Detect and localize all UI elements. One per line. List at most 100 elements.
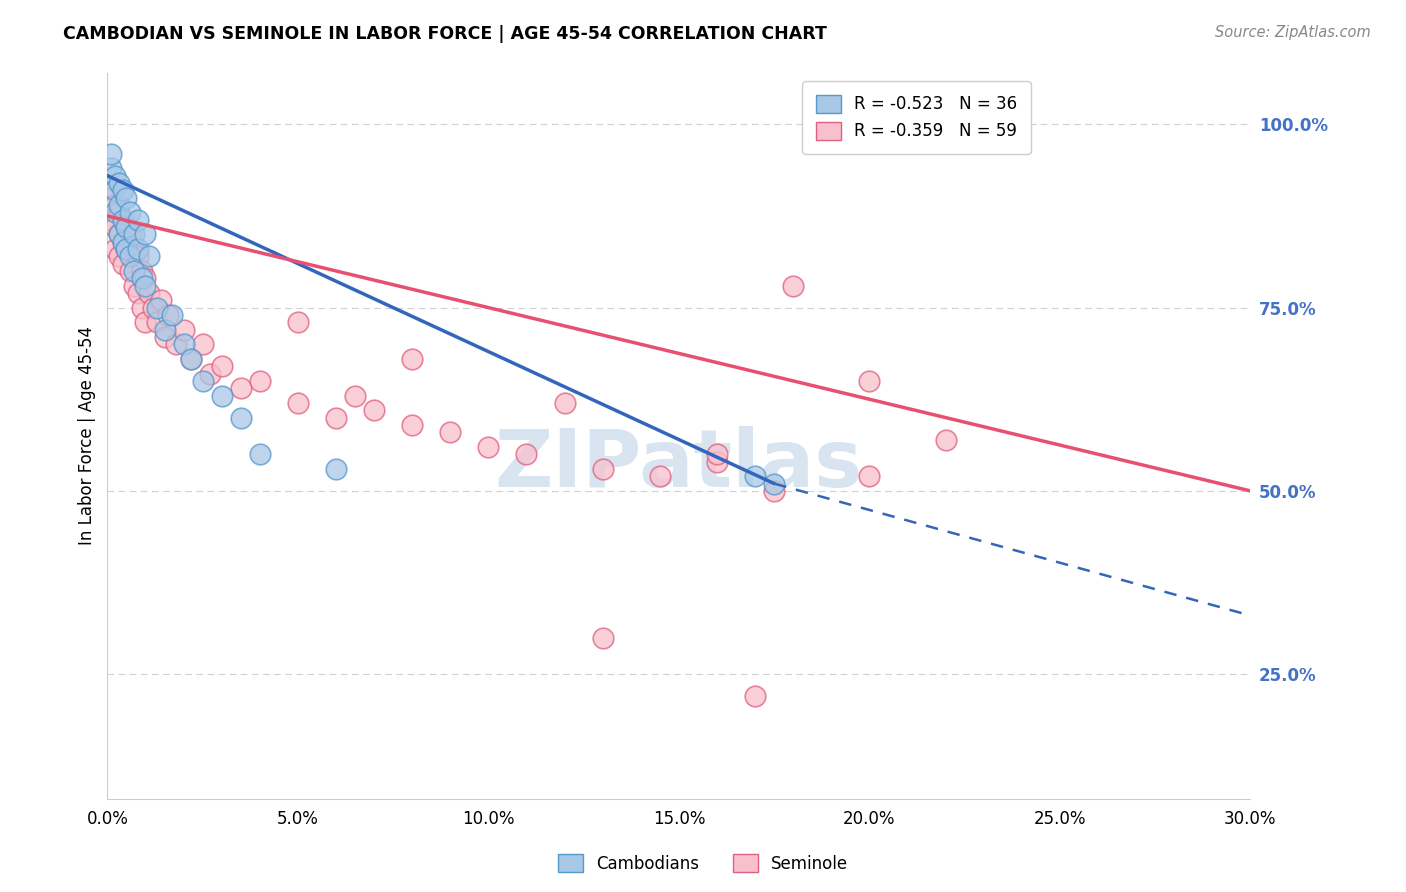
Point: [191, 374, 214, 388]
Point: [173, 322, 195, 336]
Point: [131, 271, 153, 285]
Point: [120, 227, 142, 242]
Point: [592, 462, 614, 476]
Point: [287, 396, 309, 410]
Point: [115, 242, 138, 256]
Point: [134, 227, 156, 242]
Point: [287, 315, 309, 329]
Point: [111, 235, 134, 249]
Point: [706, 454, 728, 468]
Point: [111, 212, 134, 227]
Point: [122, 242, 145, 256]
Point: [165, 337, 187, 351]
Point: [108, 176, 131, 190]
Point: [858, 469, 880, 483]
Point: [100, 212, 122, 227]
Point: [131, 301, 153, 315]
Point: [160, 308, 183, 322]
Point: [211, 359, 233, 374]
Point: [122, 264, 145, 278]
Point: [200, 367, 222, 381]
Point: [108, 198, 131, 212]
Point: [477, 440, 499, 454]
Point: [134, 278, 156, 293]
Point: [108, 227, 131, 242]
Point: [744, 689, 766, 703]
Legend: R = -0.523   N = 36, R = -0.359   N = 59: R = -0.523 N = 36, R = -0.359 N = 59: [803, 81, 1031, 153]
Point: [104, 205, 127, 219]
Point: [104, 198, 127, 212]
Point: [104, 169, 127, 183]
Point: [127, 242, 149, 256]
Point: [131, 264, 153, 278]
Point: [108, 205, 131, 219]
Point: [138, 285, 160, 300]
Point: [146, 315, 169, 329]
Point: [763, 483, 786, 498]
Point: [104, 242, 127, 256]
Point: [180, 351, 202, 366]
Point: [191, 337, 214, 351]
Text: ZIPatlas: ZIPatlas: [495, 426, 863, 504]
Point: [744, 469, 766, 483]
Point: [229, 381, 252, 395]
Point: [115, 191, 138, 205]
Point: [100, 146, 122, 161]
Point: [108, 227, 131, 242]
Point: [344, 388, 367, 402]
Point: [115, 242, 138, 256]
Point: [108, 249, 131, 263]
Point: [120, 249, 142, 263]
Point: [249, 447, 271, 461]
Point: [120, 205, 142, 219]
Point: [127, 285, 149, 300]
Point: [935, 433, 957, 447]
Point: [782, 278, 804, 293]
Point: [134, 315, 156, 329]
Text: CAMBODIAN VS SEMINOLE IN LABOR FORCE | AGE 45-54 CORRELATION CHART: CAMBODIAN VS SEMINOLE IN LABOR FORCE | A…: [63, 25, 827, 43]
Point: [325, 462, 347, 476]
Point: [127, 212, 149, 227]
Point: [122, 227, 145, 242]
Legend: Cambodians, Seminole: Cambodians, Seminole: [551, 847, 855, 880]
Point: [122, 278, 145, 293]
Point: [439, 425, 461, 440]
Point: [153, 322, 176, 336]
Point: [858, 374, 880, 388]
Point: [180, 351, 202, 366]
Point: [111, 183, 134, 197]
Point: [706, 447, 728, 461]
Point: [325, 410, 347, 425]
Point: [142, 301, 165, 315]
Text: Source: ZipAtlas.com: Source: ZipAtlas.com: [1215, 25, 1371, 40]
Point: [229, 410, 252, 425]
Point: [111, 235, 134, 249]
Point: [211, 388, 233, 402]
Point: [115, 219, 138, 234]
Point: [401, 351, 423, 366]
Point: [149, 293, 172, 308]
Point: [592, 631, 614, 645]
Point: [146, 301, 169, 315]
Y-axis label: In Labor Force | Age 45-54: In Labor Force | Age 45-54: [79, 326, 96, 545]
Point: [111, 212, 134, 227]
Point: [515, 447, 537, 461]
Point: [100, 191, 122, 205]
Point: [157, 308, 180, 322]
Point: [104, 183, 127, 197]
Point: [363, 403, 385, 417]
Point: [138, 249, 160, 263]
Point: [100, 161, 122, 176]
Point: [134, 271, 156, 285]
Point: [153, 330, 176, 344]
Point: [111, 257, 134, 271]
Point: [401, 417, 423, 432]
Point: [648, 469, 671, 483]
Point: [127, 249, 149, 263]
Point: [173, 337, 195, 351]
Point: [249, 374, 271, 388]
Point: [120, 264, 142, 278]
Point: [115, 219, 138, 234]
Point: [104, 219, 127, 234]
Point: [763, 476, 786, 491]
